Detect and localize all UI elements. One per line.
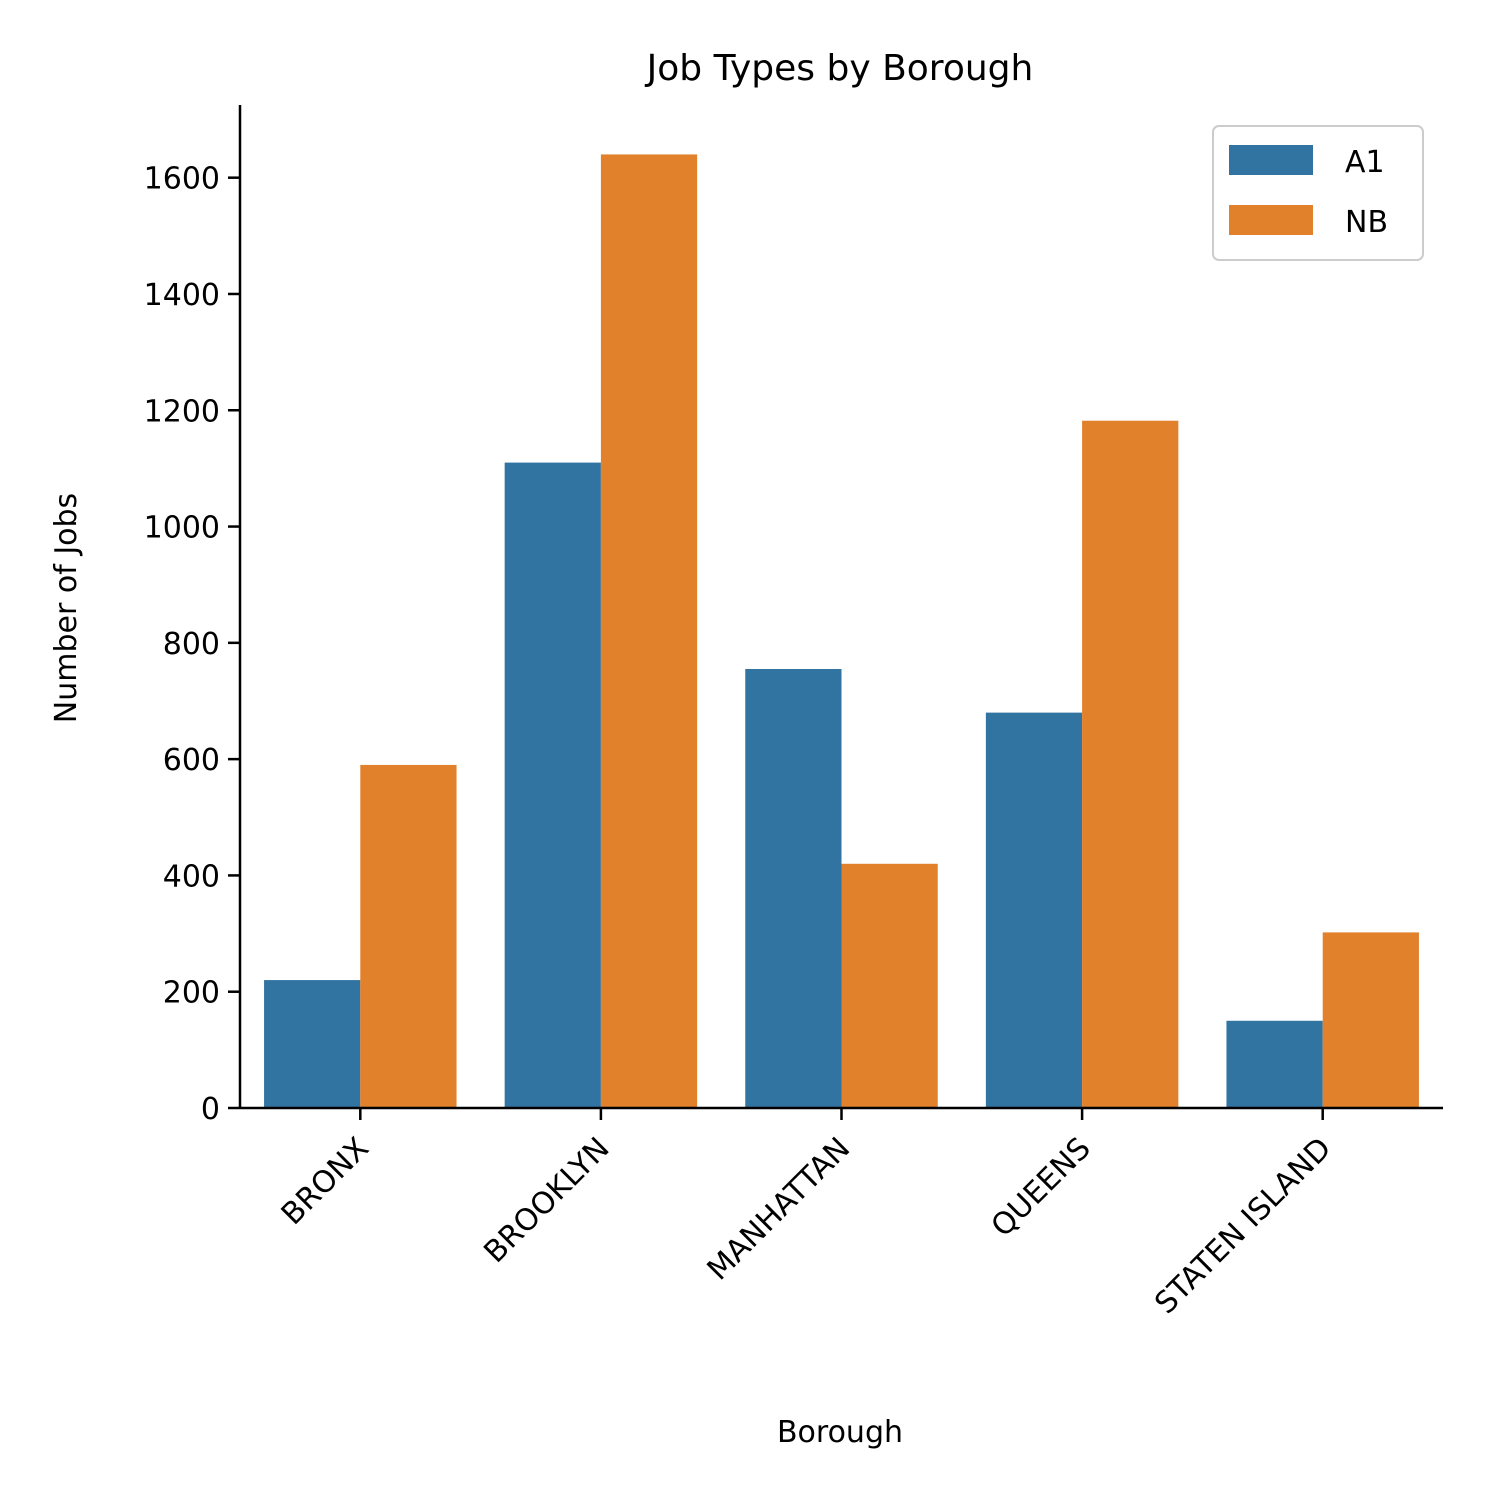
y-tick-label: 400 [163, 859, 220, 894]
bar-nb-staten-island [1322, 932, 1419, 1108]
y-tick-label: 1600 [144, 162, 220, 197]
bars-layer [264, 154, 1419, 1109]
y-tick-label: 0 [201, 1092, 220, 1127]
bar-a1-queens [985, 712, 1083, 1108]
x-tick-label: BRONX [275, 1131, 376, 1232]
bar-a1-staten-island [1226, 1020, 1323, 1108]
bar-a1-manhattan [745, 669, 842, 1108]
legend-label-nb: NB [1345, 205, 1388, 240]
bar-nb-bronx [360, 764, 457, 1108]
x-tick-label: MANHATTAN [701, 1131, 858, 1288]
x-tick-label: STATEN ISLAND [1148, 1131, 1338, 1321]
y-tick-label: 1200 [144, 394, 220, 429]
legend-swatch-nb [1229, 205, 1313, 235]
legend: A1 NB [1212, 125, 1424, 261]
bar-a1-bronx [264, 980, 361, 1108]
bar-nb-brooklyn [600, 154, 698, 1108]
legend-swatch-a1 [1229, 145, 1313, 175]
y-tick-label: 1400 [144, 278, 220, 313]
x-tick-label: BROOKLYN [477, 1131, 616, 1270]
y-tick-label: 1000 [144, 511, 220, 546]
x-axis-label: Borough [777, 1415, 903, 1450]
bar-nb-queens [1082, 420, 1179, 1109]
y-tick-label: 800 [163, 627, 220, 662]
y-tick-label: 200 [163, 976, 220, 1011]
bar-a1-brooklyn [504, 462, 601, 1108]
bar-nb-manhattan [841, 863, 938, 1108]
legend-label-a1: A1 [1345, 145, 1385, 180]
chart-title: Job Types by Borough [645, 48, 1034, 89]
y-tick-label: 600 [163, 743, 220, 778]
y-axis-label: Number of Jobs [49, 493, 84, 723]
x-tick-label: QUEENS [985, 1131, 1098, 1244]
